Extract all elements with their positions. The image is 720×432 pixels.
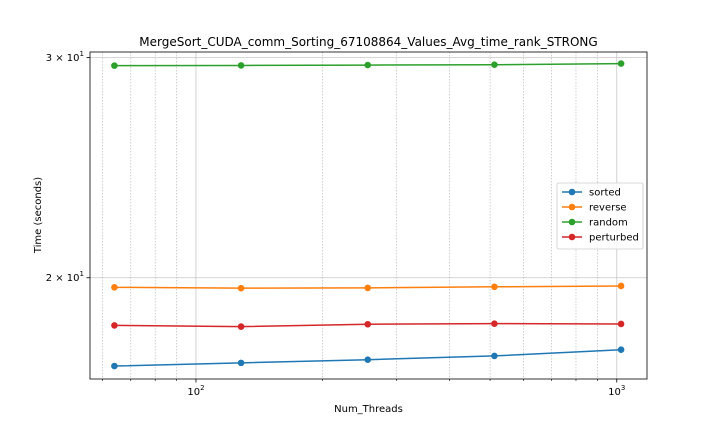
data-point-perturbed [491, 320, 498, 327]
x-tick-label: 102 [187, 384, 204, 398]
data-point-reverse [111, 284, 118, 291]
data-point-perturbed [237, 323, 245, 330]
x-tick-label: 103 [608, 384, 625, 398]
plot-frame [89, 51, 648, 380]
legend-label: random [589, 218, 628, 229]
legend-label: sorted [589, 188, 621, 199]
y-tick-label: 2 × 101 [46, 270, 84, 284]
legend: sorted reverse random perturbed [556, 182, 644, 250]
data-point-random [364, 61, 372, 69]
series-reverse [111, 282, 625, 292]
series-perturbed [111, 320, 625, 330]
legend-label: perturbed [589, 233, 639, 244]
data-point-perturbed [111, 322, 118, 329]
x-axis-label: Num_Threads [334, 404, 403, 415]
x-axis-ticks: 102 103 [102, 379, 625, 398]
data-point-random [111, 62, 118, 69]
legend-entry: sorted [562, 188, 621, 199]
data-point-sorted [364, 356, 372, 364]
legend-label: reverse [589, 203, 627, 214]
data-point-reverse [491, 283, 498, 291]
data-point-reverse [237, 284, 245, 292]
y-tick-label: 3 × 101 [46, 50, 84, 64]
legend-entry: random [562, 218, 628, 229]
series-layer [111, 60, 625, 370]
data-point-random [237, 62, 245, 69]
data-point-reverse [617, 282, 625, 290]
data-point-perturbed [364, 320, 372, 328]
legend-marker [568, 233, 576, 241]
legend-box [556, 182, 644, 250]
y-axis-label: Time (seconds) [33, 177, 44, 254]
chart-title: MergeSort_CUDA_comm_Sorting_67108864_Val… [139, 35, 597, 49]
series-random [111, 60, 625, 69]
data-point-random [617, 60, 625, 67]
data-point-perturbed [617, 320, 625, 328]
data-point-sorted [111, 362, 118, 370]
y-axis-ticks: 2 × 101 3 × 101 [46, 50, 90, 284]
series-sorted [111, 346, 625, 370]
legend-marker [568, 188, 576, 196]
data-point-random [491, 61, 498, 69]
data-point-sorted [491, 352, 498, 360]
legend-marker [568, 203, 576, 211]
data-point-sorted [237, 359, 245, 367]
legend-entry: reverse [562, 203, 627, 214]
data-point-reverse [364, 284, 372, 292]
legend-marker [568, 218, 576, 226]
legend-entry: perturbed [562, 233, 639, 244]
data-point-sorted [617, 346, 625, 353]
